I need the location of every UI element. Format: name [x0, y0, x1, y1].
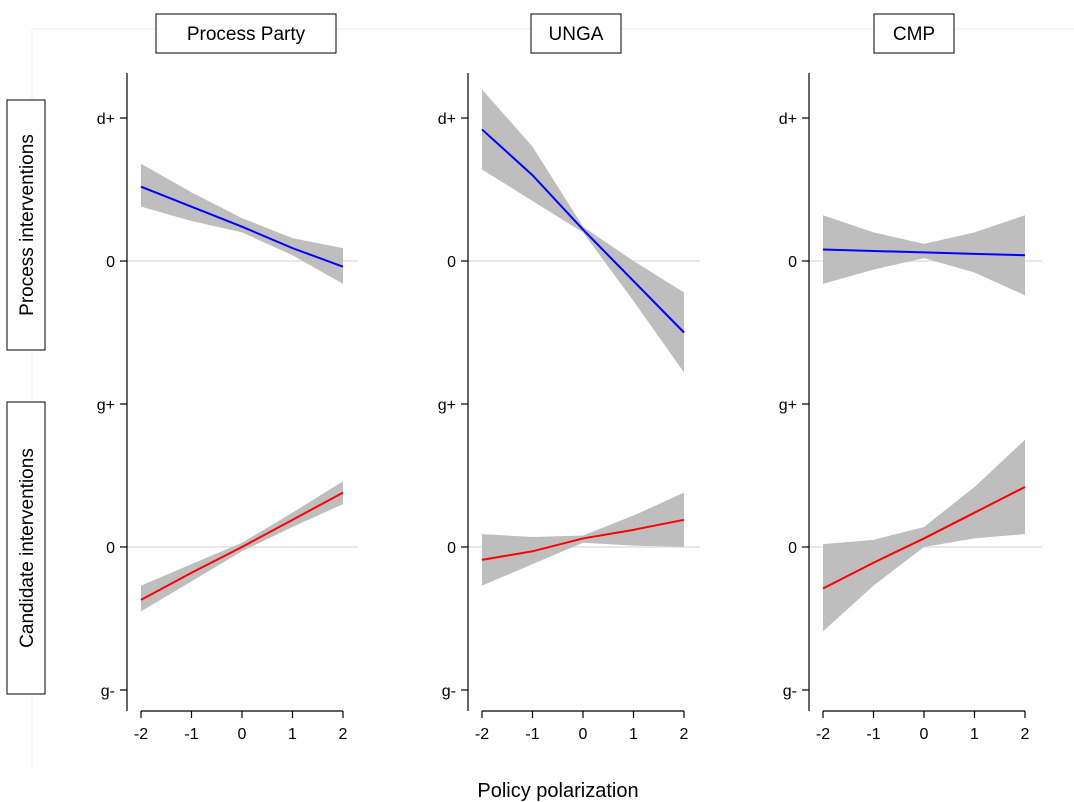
y-tick-label: 0 [106, 540, 115, 557]
x-tick-label: 0 [238, 726, 247, 743]
fit-lines [140, 128, 1026, 601]
fit-line [140, 491, 344, 601]
row-label-box [6, 99, 46, 351]
y-tick-label: g- [442, 683, 456, 700]
column-title-box [155, 13, 337, 54]
confidence-bands [141, 89, 1025, 632]
y-tick-label: 0 [788, 254, 797, 271]
column-title: UNGA [549, 24, 604, 45]
fit-line [140, 185, 344, 268]
x-axis-label: Policy polarization [477, 780, 638, 802]
confidence-band [482, 89, 684, 373]
fit-line [822, 486, 1026, 590]
confidence-band [823, 215, 1025, 296]
x-tick-label: -1 [184, 726, 198, 743]
y-tick-label: g+ [97, 397, 115, 414]
x-tick-label: 2 [339, 726, 348, 743]
y-tick-label: g+ [779, 397, 797, 414]
column-title-box [873, 13, 955, 54]
y-tick-label: 0 [788, 540, 797, 557]
column-titles: Process Party UNGA CMP [155, 13, 955, 54]
y-tick-label: d+ [97, 111, 115, 128]
x-tick-label: -2 [816, 726, 830, 743]
zero-lines [127, 260, 1042, 548]
y-tick-label: d+ [438, 111, 456, 128]
column-title: Process Party [187, 24, 306, 45]
column-title-box [530, 13, 622, 54]
x-tick-label: 2 [1021, 726, 1030, 743]
y-tick-label: g+ [438, 397, 456, 414]
row-labels: Process interventions Candidate intervent… [6, 99, 46, 695]
x-tick-label: -2 [134, 726, 148, 743]
y-tick-label: 0 [447, 540, 456, 557]
x-tick-label: 0 [920, 726, 929, 743]
row-label-box [6, 401, 46, 695]
fit-line [822, 248, 1026, 257]
column-title: CMP [893, 24, 935, 45]
y-tick-label: d+ [779, 111, 797, 128]
y-tick-label: g- [101, 683, 115, 700]
fit-line [481, 128, 685, 334]
x-tick-label: -1 [866, 726, 880, 743]
row-label: Candidate interventions [17, 448, 38, 648]
y-tick-label: 0 [447, 254, 456, 271]
axes: -2 -1 0 1 2 d+ 0 g+ 0 g- -2 -1 0 1 2 d+ 0 g+ 0 g- -2 -1 0 1 2 d+ 0… [97, 73, 1030, 743]
x-tick-label: 1 [970, 726, 979, 743]
x-tick-label: 2 [680, 726, 689, 743]
x-tick-label: 0 [579, 726, 588, 743]
x-tick-label: 1 [629, 726, 638, 743]
x-tick-label: -1 [525, 726, 539, 743]
y-tick-label: 0 [106, 254, 115, 271]
x-tick-label: 1 [288, 726, 297, 743]
fit-line [481, 518, 685, 561]
confidence-band [141, 163, 343, 284]
x-tick-label: -2 [475, 726, 489, 743]
confidence-band [823, 439, 1025, 632]
y-tick-label: g- [783, 683, 797, 700]
row-label: Process interventions [17, 134, 38, 316]
